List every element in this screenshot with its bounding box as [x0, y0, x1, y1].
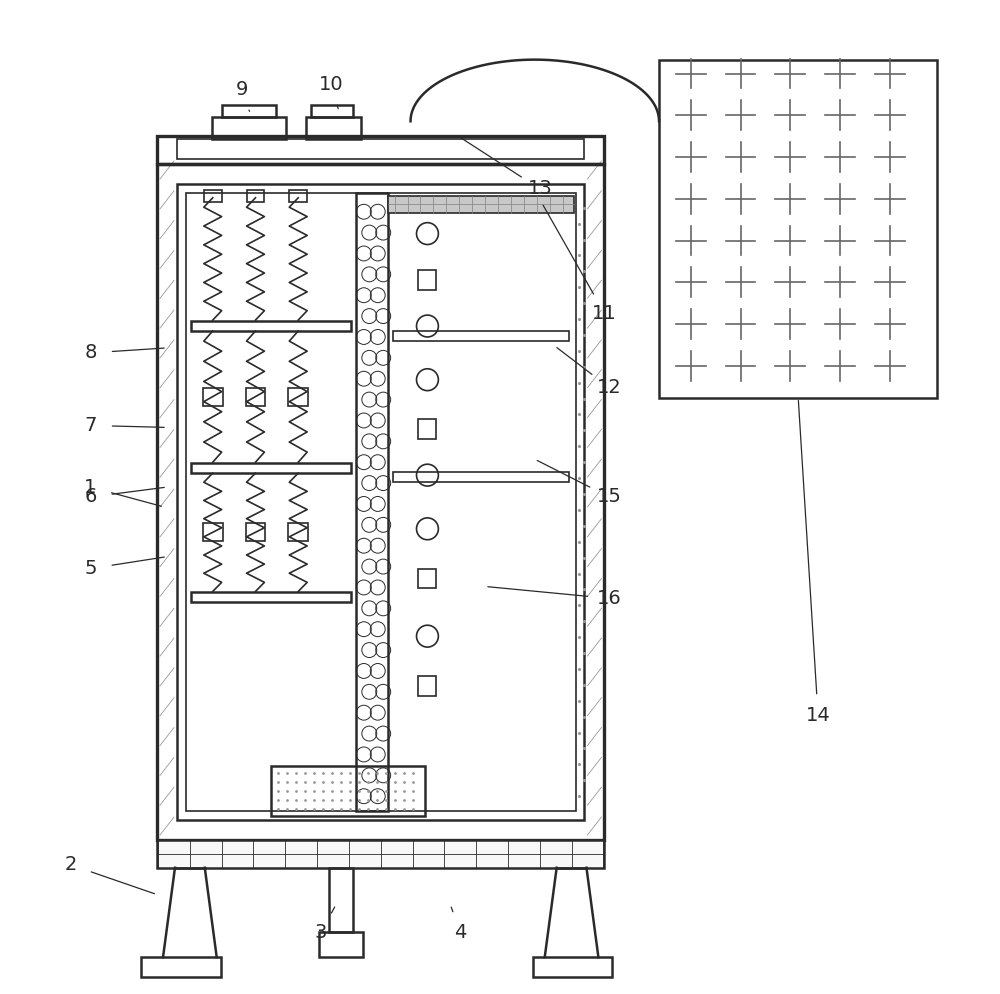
Bar — [288, 523, 308, 541]
Bar — [289, 190, 307, 202]
Bar — [157, 136, 604, 164]
Bar — [271, 766, 425, 816]
Bar — [393, 472, 569, 482]
Bar — [418, 676, 436, 696]
Text: 15: 15 — [597, 487, 622, 507]
Bar — [177, 139, 584, 159]
Bar — [157, 840, 604, 868]
Text: 13: 13 — [527, 179, 552, 199]
Text: 3: 3 — [315, 922, 327, 942]
Bar — [191, 321, 351, 331]
Bar — [203, 523, 223, 541]
Bar — [157, 164, 604, 840]
Text: 8: 8 — [84, 343, 97, 363]
Text: 5: 5 — [84, 559, 97, 579]
Text: 10: 10 — [319, 75, 343, 94]
Text: 6: 6 — [84, 487, 97, 507]
Bar — [177, 184, 584, 820]
Text: 14: 14 — [806, 706, 830, 726]
Bar — [418, 270, 436, 290]
Bar — [141, 957, 221, 977]
Bar — [418, 569, 436, 588]
Bar — [388, 196, 574, 213]
Bar — [191, 592, 351, 602]
Bar — [204, 190, 222, 202]
Text: 11: 11 — [592, 303, 617, 323]
Bar — [306, 117, 361, 139]
Bar — [246, 523, 265, 541]
Bar — [222, 105, 276, 117]
Text: 12: 12 — [597, 378, 622, 398]
Bar — [356, 193, 388, 811]
Bar — [311, 105, 353, 117]
Bar — [212, 117, 286, 139]
Bar — [329, 868, 353, 932]
Text: 1: 1 — [84, 477, 97, 497]
Bar — [203, 388, 223, 406]
Bar — [393, 331, 569, 341]
Bar — [288, 388, 308, 406]
Bar — [191, 463, 351, 473]
Bar — [533, 957, 612, 977]
Bar — [247, 190, 264, 202]
Bar — [246, 388, 265, 406]
Bar — [319, 932, 363, 957]
Text: 7: 7 — [84, 415, 97, 435]
Text: 16: 16 — [597, 588, 622, 608]
Bar — [186, 193, 576, 811]
Bar — [659, 60, 937, 398]
Text: 2: 2 — [64, 855, 77, 875]
Text: 4: 4 — [454, 922, 466, 942]
Text: 9: 9 — [235, 80, 248, 99]
Bar — [418, 419, 436, 439]
